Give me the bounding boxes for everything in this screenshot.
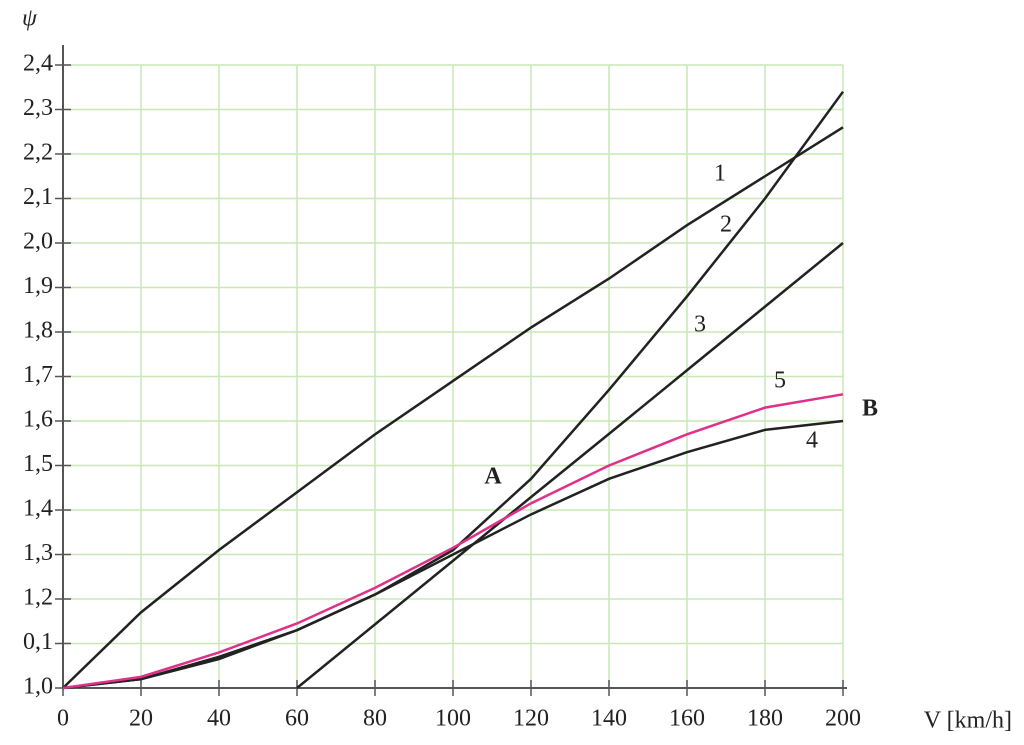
x-tick-label: 20 bbox=[129, 706, 153, 732]
y-tick-label: 1,4 bbox=[23, 496, 53, 522]
y-tick-label: 2,0 bbox=[23, 229, 53, 255]
x-tick-label: 200 bbox=[825, 706, 861, 732]
series-label: 5 bbox=[774, 368, 786, 394]
x-tick-label: 120 bbox=[513, 706, 549, 732]
series-line bbox=[62, 419, 844, 690]
x-axis-label: V [km/h] bbox=[924, 708, 1012, 734]
y-tick-label: 2,1 bbox=[23, 184, 53, 210]
x-tick-label: 160 bbox=[669, 706, 705, 732]
y-tick-label: 1,3 bbox=[23, 540, 53, 566]
x-tick-label: 100 bbox=[435, 706, 471, 732]
series-line bbox=[62, 393, 844, 690]
series-label: 3 bbox=[694, 312, 706, 338]
y-axis-label: ψ bbox=[22, 6, 38, 32]
series-label: 1 bbox=[714, 161, 726, 187]
annotation: B bbox=[862, 396, 878, 422]
y-tick-label: 1,8 bbox=[23, 318, 53, 344]
y-tick-label: 2,2 bbox=[23, 140, 53, 166]
series-label: 4 bbox=[806, 428, 818, 454]
series-line bbox=[62, 126, 844, 689]
series-label: 2 bbox=[720, 212, 732, 238]
y-tick-label: 1,6 bbox=[23, 407, 53, 433]
annotation: A bbox=[484, 464, 502, 490]
x-tick-label: 180 bbox=[747, 706, 783, 732]
y-tick-label: 1,9 bbox=[23, 273, 53, 299]
y-tick-label: 1,0 bbox=[23, 674, 53, 700]
x-tick-label: 80 bbox=[363, 706, 387, 732]
x-tick-label: 60 bbox=[285, 706, 309, 732]
y-tick-label: 1,5 bbox=[23, 451, 53, 477]
series-line bbox=[296, 242, 844, 689]
y-tick-label: 0,1 bbox=[23, 629, 53, 655]
y-tick-label: 2,3 bbox=[23, 95, 53, 121]
x-tick-label: 40 bbox=[207, 706, 231, 732]
x-tick-label: 0 bbox=[57, 706, 69, 732]
y-tick-label: 1,2 bbox=[23, 585, 53, 611]
y-tick-label: 1,7 bbox=[23, 362, 53, 388]
series-line bbox=[62, 90, 845, 690]
x-tick-label: 140 bbox=[591, 706, 627, 732]
y-tick-label: 2,4 bbox=[23, 51, 53, 77]
